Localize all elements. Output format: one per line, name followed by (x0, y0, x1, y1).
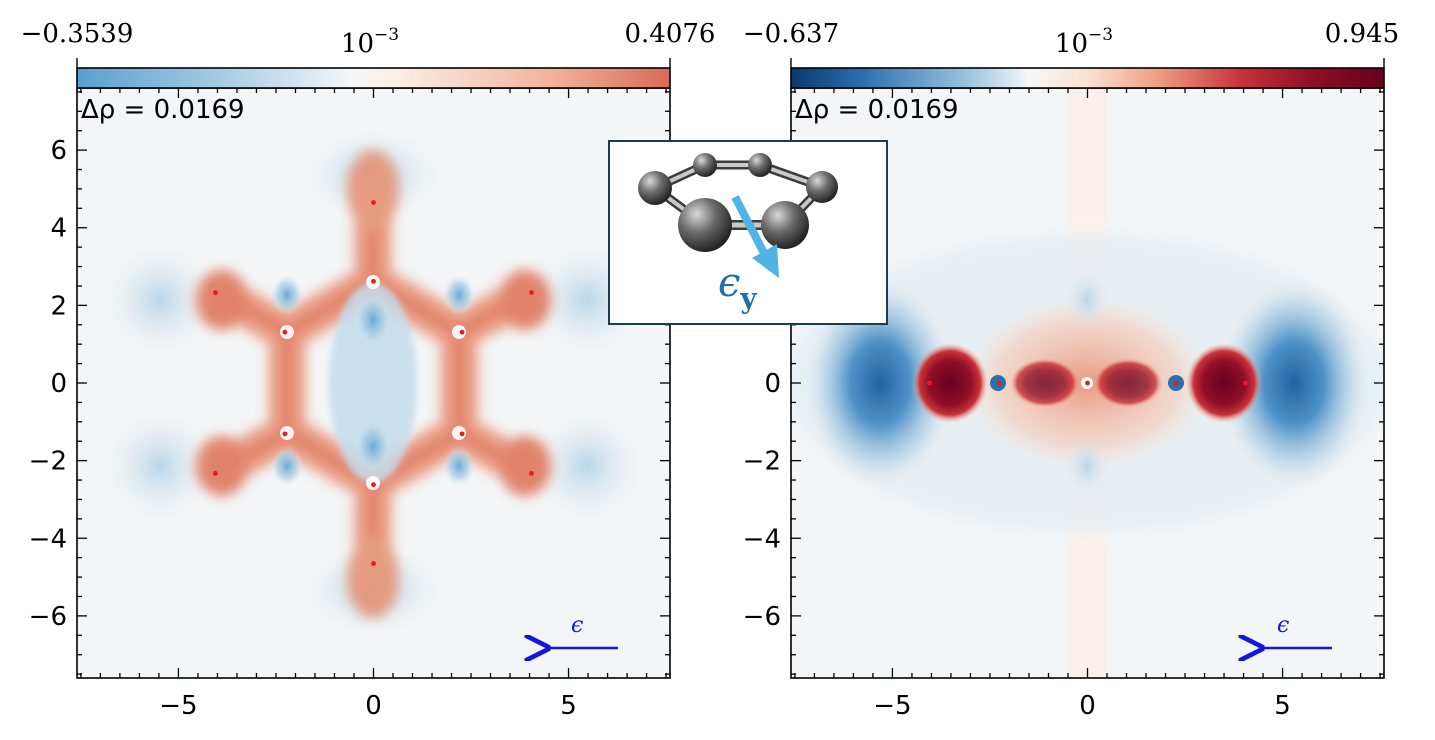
molecule-inset: ϵy (608, 140, 888, 325)
left-field-label: ϵ (571, 613, 583, 638)
atom-sphere (748, 153, 772, 177)
left-y-tick-label: 6 (50, 136, 67, 166)
left-colorbar-min: −0.3539 (21, 19, 134, 49)
left-atom-marker (213, 290, 218, 295)
left-y-tick-label: −2 (29, 447, 67, 477)
right-atom-marker (1085, 380, 1090, 386)
left-atom-marker (282, 431, 288, 437)
left-center-depletion (329, 283, 417, 483)
left-colorbar-max: 0.4076 (625, 19, 716, 49)
right-heatmap (791, 88, 1384, 678)
left-outer-lobe (105, 411, 215, 521)
left-x-tick-label: 5 (560, 691, 577, 721)
left-y-tick-label: 2 (50, 291, 67, 321)
right-y-tick-label: 0 (764, 369, 781, 399)
right-y-tick-label: −4 (743, 524, 781, 554)
left-delta-rho-annotation: Δρ = 0.0169 (81, 95, 245, 125)
molecule-atoms (638, 153, 838, 252)
right-panel: −5 0 5 −6 −4 −2 0 −0.637 0.945 10−3 Δρ = 0.016… (743, 19, 1400, 721)
atom-sphere (761, 201, 809, 249)
right-blue-lobe (1065, 436, 1109, 496)
left-atom-marker (213, 471, 218, 476)
left-outer-lobe (105, 245, 215, 355)
left-blue-lobe (355, 420, 391, 472)
left-atom-marker (371, 278, 376, 284)
left-panel: −5 0 5 −6 −4 −2 0 2 4 6 −0.3539 0.4076 10−3 Δρ = … (21, 19, 716, 721)
right-x-tick-label: 5 (1274, 691, 1291, 721)
right-delta-rho-annotation: Δρ = 0.0169 (795, 95, 959, 125)
polarization-arrow (731, 195, 769, 257)
left-atom-marker (459, 329, 465, 335)
atom-sphere (806, 171, 838, 203)
right-colorbar-max: 0.945 (1325, 19, 1399, 49)
left-atom-marker (529, 471, 534, 476)
left-blue-lobe (443, 446, 475, 486)
left-y-tick-label: −6 (29, 602, 67, 632)
left-blue-lobe (271, 275, 303, 315)
left-y-tick-label: −4 (29, 524, 67, 554)
right-x-tick-label: −5 (873, 691, 911, 721)
right-blue-lobe (1219, 278, 1369, 488)
right-blue-lobe (1065, 270, 1109, 330)
right-colorbar-min: −0.637 (743, 19, 839, 49)
left-colorbar-scale: 10−3 (341, 25, 399, 59)
right-y-tick-label: −6 (743, 602, 781, 632)
right-atom-marker (1173, 380, 1179, 386)
left-x-tick-label: 0 (365, 691, 382, 721)
left-blue-lobe (355, 294, 391, 346)
right-field-label: ϵ (1277, 613, 1289, 638)
left-y-tick-label: 0 (50, 369, 67, 399)
left-heatmap (77, 88, 670, 678)
atom-sphere (678, 198, 732, 252)
polarization-label: ϵy (718, 260, 757, 315)
atom-sphere (638, 171, 672, 205)
left-outer-lobe (532, 411, 642, 521)
right-x-tick-label: 0 (1079, 691, 1096, 721)
right-red-lobe (912, 343, 988, 423)
left-x-tick-label: −5 (159, 691, 197, 721)
right-atom-marker (996, 380, 1002, 386)
left-atom-marker (282, 329, 288, 335)
right-blue-lobe (805, 278, 955, 488)
right-red-lobe (1010, 358, 1080, 408)
right-red-lobe (1186, 343, 1262, 423)
right-colorbar-scale: 10−3 (1055, 25, 1113, 59)
right-colorbar (790, 67, 1385, 89)
left-blue-lobe (443, 275, 475, 315)
left-atom-markers (213, 200, 534, 566)
left-blue-lobe (271, 446, 303, 486)
left-atom-marker (371, 482, 376, 488)
right-atom-markers (927, 380, 1248, 386)
right-ticks: −5 0 5 −6 −4 −2 0 (743, 88, 1384, 721)
left-colorbar (76, 67, 671, 89)
left-atom-marker (371, 200, 376, 205)
right-y-tick-label: −2 (743, 447, 781, 477)
left-y-tick-label: 4 (50, 214, 67, 244)
left-atom-marker (459, 431, 465, 437)
atom-sphere (693, 153, 717, 177)
right-red-lobe (1093, 358, 1163, 408)
right-atom-marker (1243, 380, 1248, 386)
left-atom-marker (371, 561, 376, 566)
right-atom-marker (927, 380, 932, 386)
polarization-arrowhead (752, 244, 779, 278)
left-atom-marker (529, 290, 534, 295)
